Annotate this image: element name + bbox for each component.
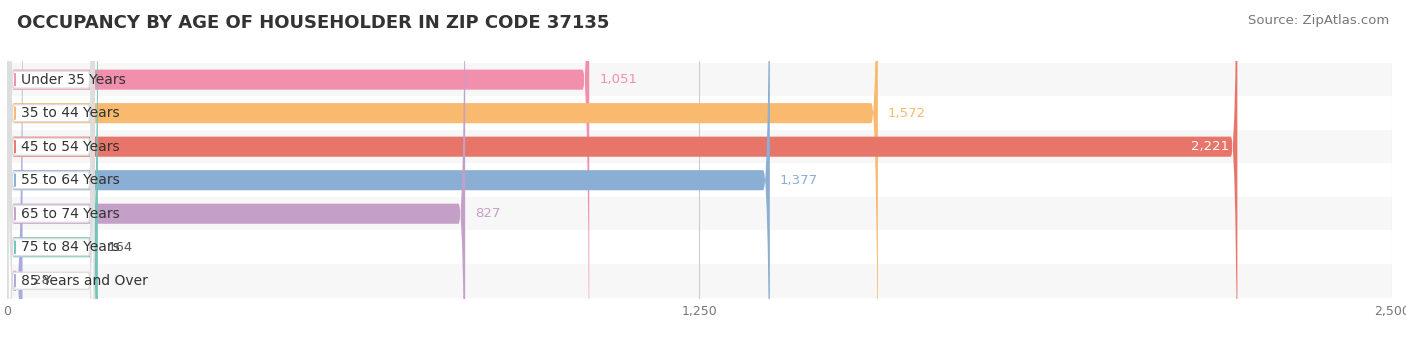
Text: 1,572: 1,572: [887, 107, 927, 120]
FancyBboxPatch shape: [7, 0, 465, 340]
Bar: [7, 264, 1392, 298]
Text: 35 to 44 Years: 35 to 44 Years: [21, 106, 120, 120]
Text: OCCUPANCY BY AGE OF HOUSEHOLDER IN ZIP CODE 37135: OCCUPANCY BY AGE OF HOUSEHOLDER IN ZIP C…: [17, 14, 609, 32]
Text: 28: 28: [32, 274, 49, 287]
Text: 55 to 64 Years: 55 to 64 Years: [21, 173, 120, 187]
Text: 1,051: 1,051: [599, 73, 637, 86]
Bar: [7, 231, 1392, 264]
Bar: [7, 97, 1392, 130]
FancyBboxPatch shape: [7, 0, 1237, 340]
FancyBboxPatch shape: [8, 0, 94, 340]
Bar: [7, 197, 1392, 231]
Text: 2,221: 2,221: [1191, 140, 1229, 153]
Text: 827: 827: [475, 207, 501, 220]
Text: Under 35 Years: Under 35 Years: [21, 73, 127, 87]
FancyBboxPatch shape: [8, 0, 94, 340]
FancyBboxPatch shape: [7, 0, 770, 340]
FancyBboxPatch shape: [8, 0, 94, 340]
Text: 45 to 54 Years: 45 to 54 Years: [21, 140, 120, 154]
FancyBboxPatch shape: [7, 0, 589, 340]
Text: Source: ZipAtlas.com: Source: ZipAtlas.com: [1249, 14, 1389, 27]
Text: 164: 164: [108, 241, 134, 254]
Text: 65 to 74 Years: 65 to 74 Years: [21, 207, 120, 221]
Bar: [7, 164, 1392, 197]
Text: 85 Years and Over: 85 Years and Over: [21, 274, 148, 288]
Bar: [7, 130, 1392, 164]
FancyBboxPatch shape: [8, 0, 94, 340]
FancyBboxPatch shape: [7, 0, 22, 340]
Bar: [7, 63, 1392, 97]
FancyBboxPatch shape: [7, 0, 877, 340]
Text: 1,377: 1,377: [780, 174, 818, 187]
FancyBboxPatch shape: [8, 0, 94, 340]
Text: 75 to 84 Years: 75 to 84 Years: [21, 240, 120, 254]
FancyBboxPatch shape: [7, 0, 98, 340]
FancyBboxPatch shape: [8, 0, 94, 340]
FancyBboxPatch shape: [8, 0, 94, 340]
